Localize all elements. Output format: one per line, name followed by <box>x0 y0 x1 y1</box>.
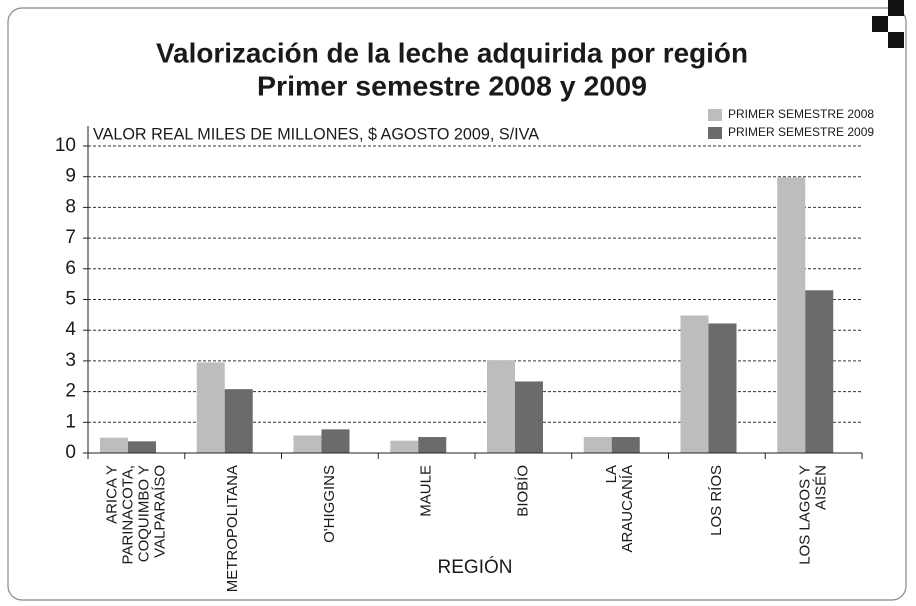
bar <box>418 437 447 453</box>
y-tick-label: 0 <box>65 442 76 463</box>
y-tick-label: 10 <box>55 135 76 156</box>
bar <box>224 389 253 453</box>
y-tick-label: 6 <box>65 258 76 279</box>
x-tick-label: O'HIGGINS <box>321 465 338 543</box>
x-tick-label: MAULE <box>418 465 435 517</box>
bar <box>680 315 709 453</box>
x-tick-label: LOS LAGOS YAISÉN <box>797 465 830 565</box>
y-tick-label: 9 <box>65 166 76 187</box>
bar <box>293 435 322 453</box>
bar <box>100 437 128 453</box>
x-axis-label: REGIÓN <box>438 556 513 578</box>
bar <box>583 437 612 453</box>
y-tick-label: 7 <box>65 227 76 248</box>
chart-title: Valorización de la leche adquirida por r… <box>156 37 748 68</box>
x-tick-label: BIOBÍO <box>514 465 531 517</box>
y-tick-label: 4 <box>65 319 76 340</box>
bar <box>321 429 350 453</box>
legend-label: PRIMER SEMESTRE 2009 <box>728 125 874 139</box>
x-tick-label: ARICA YPARINACOTA,COQUIMBO YVALPARAÍSO <box>103 465 168 564</box>
decoration <box>888 0 904 16</box>
bar <box>515 381 543 453</box>
x-tick-label: LOS RÍOS <box>708 465 725 536</box>
y-axis-label: VALOR REAL MILES DE MILLONES, $ AGOSTO 2… <box>93 124 540 143</box>
decoration <box>872 16 888 32</box>
legend-swatch <box>708 109 722 121</box>
bar <box>487 360 515 453</box>
bar <box>128 441 156 453</box>
decoration <box>888 32 904 48</box>
x-tick-label: METROPOLITANA <box>224 465 241 592</box>
bar <box>708 323 737 453</box>
frame <box>7 7 907 601</box>
chart-subtitle: Primer semestre 2008 y 2009 <box>257 70 647 101</box>
y-tick-label: 5 <box>65 289 76 310</box>
bar <box>611 437 640 453</box>
y-tick-label: 1 <box>65 411 76 432</box>
bar <box>805 290 834 453</box>
y-tick-label: 3 <box>65 350 76 371</box>
bar <box>196 362 225 453</box>
y-tick-label: 8 <box>65 196 76 217</box>
legend-label: PRIMER SEMESTRE 2008 <box>728 107 874 121</box>
bar <box>777 177 806 453</box>
legend-swatch <box>708 127 722 139</box>
bar <box>390 440 419 453</box>
y-tick-label: 2 <box>65 381 76 402</box>
x-tick-label: LAARAUCANÍA <box>603 465 636 553</box>
